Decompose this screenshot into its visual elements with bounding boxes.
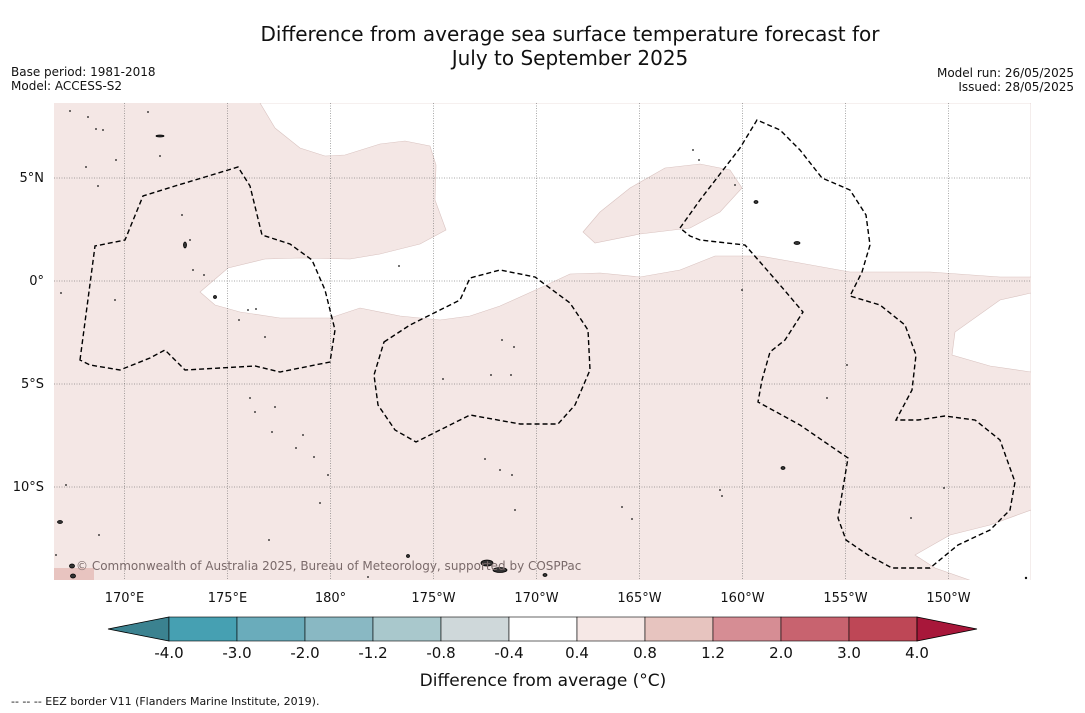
longitude-label: 160°W bbox=[720, 591, 764, 606]
colorbar-over-arrow bbox=[916, 616, 978, 642]
island bbox=[69, 563, 75, 569]
colorbar-tick-label: -4.0 bbox=[154, 644, 183, 662]
warm-anomaly-blob bbox=[582, 163, 743, 244]
colorbar-segment bbox=[304, 616, 374, 642]
longitude-label: 170°E bbox=[105, 591, 145, 606]
latitude-label: 5°N bbox=[20, 171, 45, 186]
map-area: © Commonwealth of Australia 2025, Bureau… bbox=[54, 103, 1031, 580]
island bbox=[542, 573, 548, 577]
colorbar: -4.0 -3.0 -2.0 -1.2 -0.8 -0.4 0.4 0.8 1.2 2.0 3.0 4… bbox=[107, 616, 978, 662]
colorbar-tick-label: 2.0 bbox=[769, 644, 793, 662]
colorbar-segment bbox=[508, 616, 578, 642]
colorbar-tick-label: -0.8 bbox=[426, 644, 455, 662]
small-islets bbox=[55, 110, 1028, 580]
colorbar-segment bbox=[712, 616, 782, 642]
island bbox=[213, 295, 217, 299]
latitude-label: 0° bbox=[29, 274, 44, 289]
title-line-1: Difference from average sea surface temp… bbox=[260, 22, 880, 46]
island bbox=[793, 241, 801, 245]
eez-kiribati-gilbert bbox=[79, 166, 336, 373]
colorbar-tick-label: 0.4 bbox=[565, 644, 589, 662]
colorbar-segment bbox=[644, 616, 714, 642]
model-run-text: Model run: 26/05/2025 bbox=[936, 66, 1074, 80]
map-title: Difference from average sea surface temp… bbox=[0, 22, 1085, 70]
colorbar-tick-label: -0.4 bbox=[494, 644, 523, 662]
longitude-label: 165°W bbox=[617, 591, 661, 606]
colorbar-segment bbox=[576, 616, 646, 642]
colorbar-tick-label: 1.2 bbox=[701, 644, 725, 662]
island bbox=[70, 573, 76, 579]
issued-text: Issued: 28/05/2025 bbox=[958, 80, 1074, 94]
graticule-lines bbox=[54, 103, 1031, 580]
copyright-text: © Commonwealth of Australia 2025, Bureau… bbox=[76, 559, 581, 573]
colorbar-segment bbox=[780, 616, 850, 642]
longitude-label: 150°W bbox=[926, 591, 970, 606]
eez-line-islands bbox=[679, 119, 1016, 569]
eez-phoenix-tokelau bbox=[373, 269, 591, 443]
island bbox=[183, 241, 187, 249]
eez-legend-footnote: -- -- -- EEZ border V11 (Flanders Marine… bbox=[11, 695, 320, 708]
colorbar-tick-label: -2.0 bbox=[290, 644, 319, 662]
island-samoa-east bbox=[492, 567, 508, 573]
colorbar-segment bbox=[372, 616, 442, 642]
longitude-labels: 170°E 175°E 180° 175°W 170°W 165°W 160°W 155°W 1… bbox=[105, 591, 971, 606]
latitude-label: 5°S bbox=[21, 377, 44, 392]
eez-borders bbox=[79, 119, 1016, 569]
longitude-label: 175°W bbox=[411, 591, 455, 606]
colorbar-under-arrow bbox=[107, 616, 170, 642]
island bbox=[406, 554, 410, 558]
island bbox=[753, 200, 759, 204]
colorbar-title: Difference from average (°C) bbox=[420, 671, 667, 691]
colorbar-segment bbox=[236, 616, 306, 642]
metadata-left: Base period: 1981-2018 Model: ACCESS-S2 bbox=[11, 65, 156, 93]
island bbox=[780, 466, 786, 470]
island-samoa bbox=[480, 559, 494, 567]
longitude-label: 170°W bbox=[514, 591, 558, 606]
near-average-region-southeast bbox=[914, 509, 1031, 580]
island bbox=[57, 520, 63, 524]
metadata-right: Model run: 26/05/2025 Issued: 28/05/2025 bbox=[937, 66, 1074, 94]
colorbar-tick-label: 3.0 bbox=[837, 644, 861, 662]
longitude-label: 155°W bbox=[823, 591, 867, 606]
colorbar-segment bbox=[440, 616, 510, 642]
colorbar-tick-label: -1.2 bbox=[358, 644, 387, 662]
longitude-label: 175°E bbox=[208, 591, 248, 606]
colorbar-tick-label: 0.8 bbox=[633, 644, 657, 662]
longitude-label: 180° bbox=[315, 591, 346, 606]
island bbox=[155, 134, 165, 138]
colorbar-segment bbox=[168, 616, 238, 642]
latitude-label: 10°S bbox=[13, 480, 44, 495]
latitude-labels: 5°N 0° 5°S 10°S bbox=[13, 171, 44, 495]
title-line-2: July to September 2025 bbox=[451, 46, 689, 70]
colorbar-tick-label: -3.0 bbox=[222, 644, 251, 662]
base-period-text: Base period: 1981-2018 bbox=[11, 65, 156, 79]
colorbar-segment bbox=[848, 616, 918, 642]
model-text: Model: ACCESS-S2 bbox=[11, 79, 123, 93]
islands bbox=[57, 134, 801, 579]
near-average-region-east bbox=[951, 292, 1031, 373]
colorbar-tick-label: 4.0 bbox=[905, 644, 929, 662]
